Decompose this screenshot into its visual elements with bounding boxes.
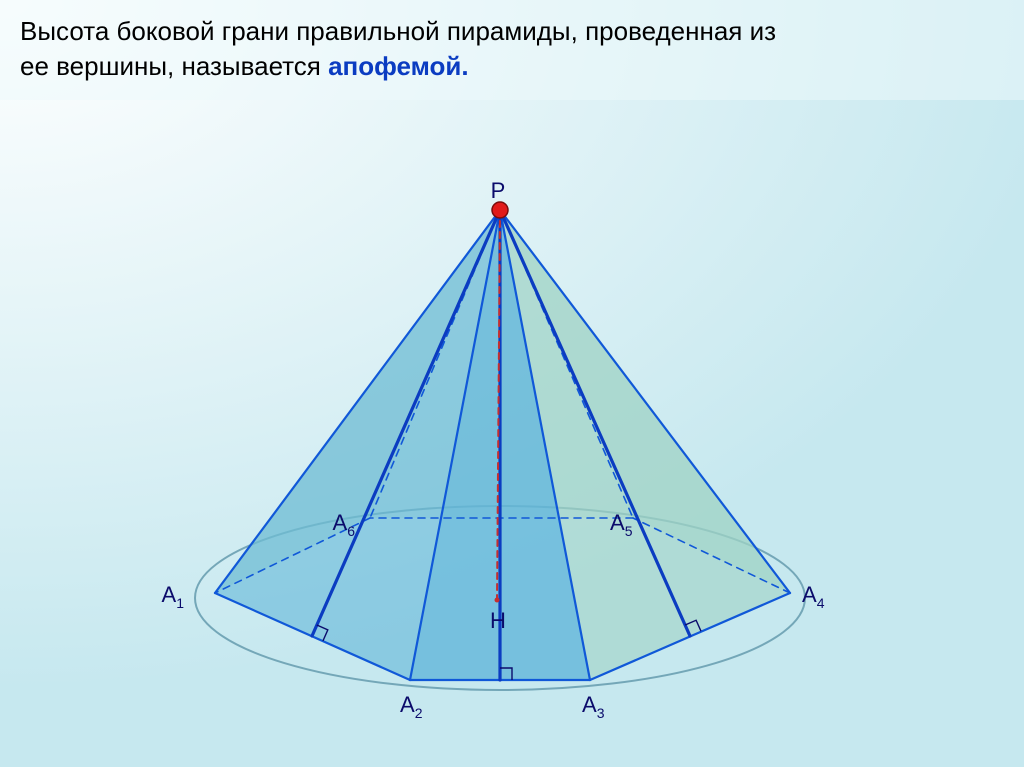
svg-text:A2: A2 [400,692,423,721]
svg-text:A4: A4 [802,582,825,611]
slide-background: PНA1A2A3A4A5A6 Высота боковой грани прав… [0,0,1024,767]
svg-text:A1: A1 [162,582,185,611]
definition-part1: Высота боковой грани правильной пирамиды… [20,16,776,46]
definition-part2: ее вершины, называется [20,51,328,81]
svg-text:Н: Н [490,608,506,633]
definition-text: Высота боковой грани правильной пирамиды… [20,14,1014,84]
svg-text:A3: A3 [582,692,605,721]
definition-emphasis: апофемой. [328,51,469,81]
diagram-svg: PНA1A2A3A4A5A6 [0,0,1024,767]
svg-text:P: P [491,178,506,203]
